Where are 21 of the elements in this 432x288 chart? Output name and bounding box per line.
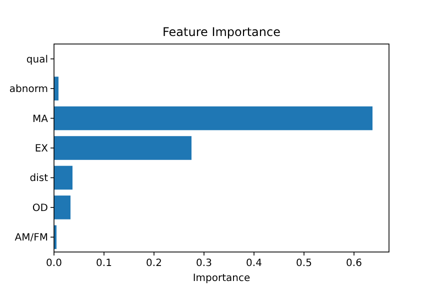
x-tick-label: 0.2 bbox=[146, 258, 162, 269]
x-tick-label: 0.3 bbox=[196, 258, 212, 269]
y-tick-label: AM/FM bbox=[14, 232, 48, 244]
y-tick-label: abnorm bbox=[9, 84, 48, 96]
y-tick-label: dist bbox=[30, 173, 48, 184]
bar bbox=[54, 166, 72, 190]
x-tick-label: 0.1 bbox=[96, 258, 112, 269]
bar bbox=[54, 136, 192, 160]
x-tick-label: 0.4 bbox=[246, 258, 262, 269]
x-tick-label: 0.6 bbox=[346, 258, 362, 269]
y-tick-label: qual bbox=[26, 54, 48, 66]
x-axis-title: Importance bbox=[192, 273, 250, 284]
x-tick-label: 0.5 bbox=[296, 258, 312, 269]
bar bbox=[54, 196, 70, 220]
bar bbox=[54, 76, 58, 100]
bar bbox=[54, 106, 372, 130]
y-tick-label: OD bbox=[32, 202, 48, 214]
y-tick-label: EX bbox=[34, 144, 48, 154]
y-tick-label: MA bbox=[32, 114, 48, 125]
x-tick-label: 0.0 bbox=[46, 258, 62, 269]
chart-title: Feature Importance bbox=[162, 25, 280, 39]
